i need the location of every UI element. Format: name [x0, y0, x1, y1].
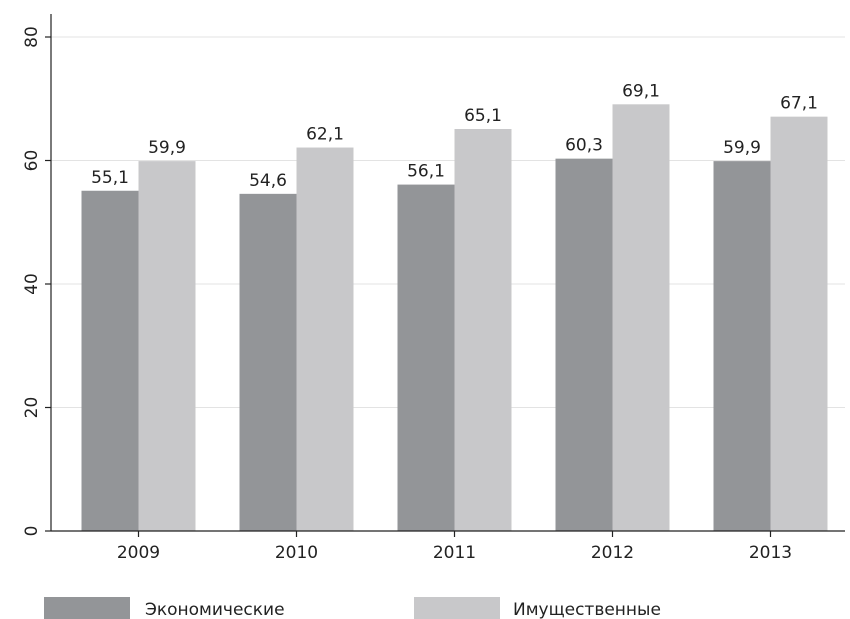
bar-property: [770, 116, 828, 531]
legend: Экономические Имущественные: [44, 597, 661, 619]
bar-economic: [239, 193, 297, 531]
data-label: 59,9: [148, 138, 186, 158]
labels: 55,1 59,9 54,6 62,1 56,1 65,1 60,3 69,1 59,9 67,1: [91, 81, 818, 191]
axes: 0 20 40 60 80 2009 2010 2011 2012 2013: [22, 14, 845, 563]
bar-property: [296, 147, 354, 531]
data-label: 56,1: [407, 162, 445, 182]
y-tick-label: 40: [22, 273, 42, 295]
x-tick-label: 2011: [433, 543, 476, 563]
x-tick-label: 2010: [275, 543, 318, 563]
legend-swatch: [44, 597, 130, 619]
bar-property: [138, 161, 196, 531]
bar-property: [612, 104, 670, 532]
data-label: 55,1: [91, 168, 129, 188]
bar-economic: [81, 190, 139, 531]
bar-economic: [397, 184, 455, 531]
y-tick-label: 60: [22, 150, 42, 172]
x-tick-label: 2013: [749, 543, 792, 563]
data-label: 62,1: [306, 125, 344, 145]
legend-swatch: [414, 597, 500, 619]
bar-property: [454, 129, 512, 531]
data-label: 69,1: [622, 81, 660, 101]
legend-label: Имущественные: [513, 600, 661, 619]
x-tick-label: 2012: [591, 543, 634, 563]
legend-label: Экономические: [145, 600, 285, 619]
bar-economic: [555, 158, 613, 531]
data-label: 59,9: [723, 138, 761, 158]
bars: [81, 104, 828, 532]
x-tick-label: 2009: [117, 543, 160, 563]
y-tick-label: 0: [22, 526, 42, 537]
y-tick-label: 20: [22, 397, 42, 419]
data-label: 67,1: [780, 94, 818, 114]
data-label: 60,3: [565, 136, 603, 156]
y-tick-label: 80: [22, 26, 42, 48]
bar-economic: [713, 161, 771, 531]
data-label: 54,6: [249, 171, 287, 191]
data-label: 65,1: [464, 106, 502, 126]
